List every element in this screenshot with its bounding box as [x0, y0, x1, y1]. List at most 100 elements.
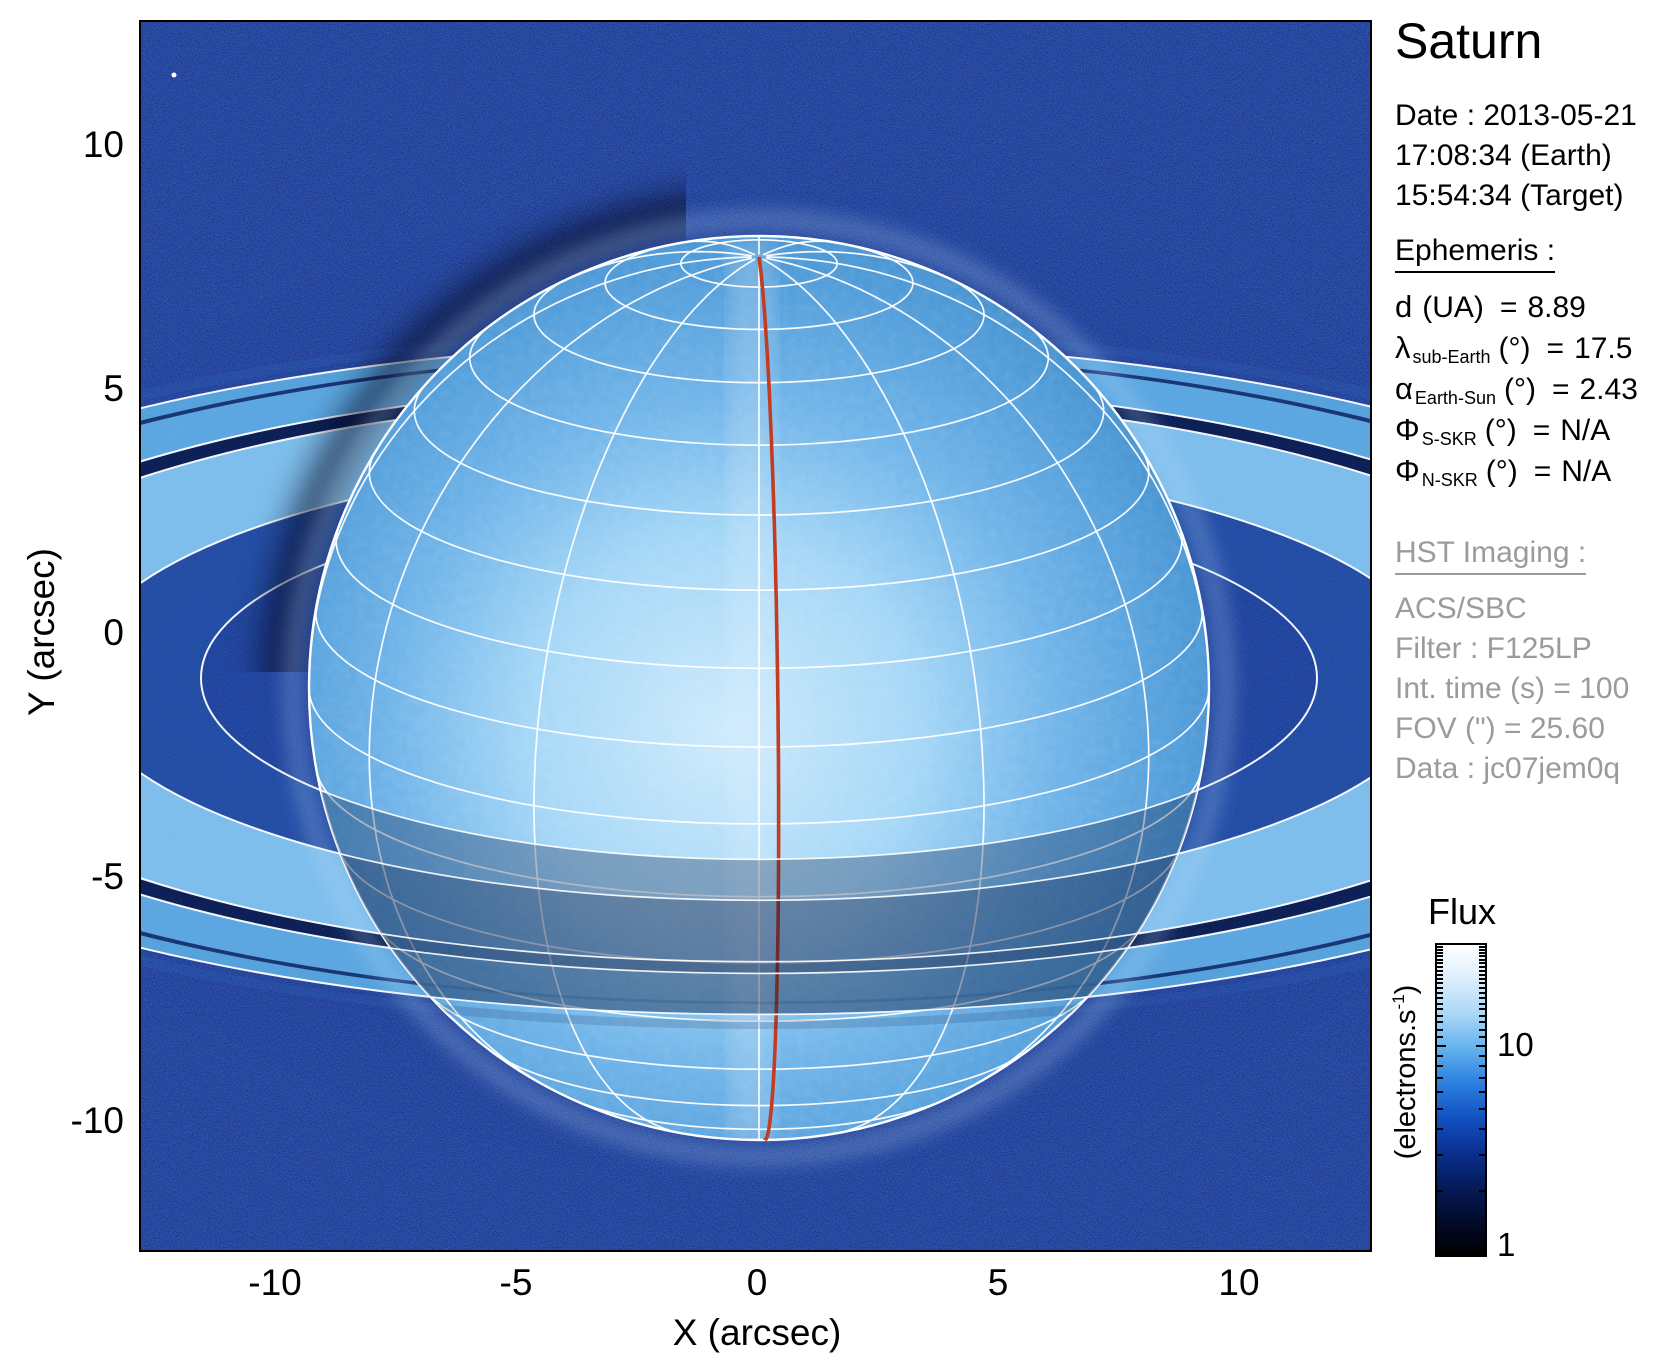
colorbar-minor-tick: [1479, 1028, 1485, 1031]
x-tick-label: -5: [499, 1262, 533, 1303]
equals: =: [1532, 414, 1551, 447]
unit-exponent: -1: [1389, 994, 1409, 1010]
symbol: λ: [1395, 330, 1411, 365]
hst-int-time: Int. time (s) = 100: [1395, 672, 1630, 705]
colorbar-minor-tick: [1479, 945, 1485, 948]
colorbar-title: Flux: [1428, 891, 1497, 932]
equals: =: [1533, 455, 1552, 488]
x-tick-label: 0: [746, 1262, 768, 1303]
colorbar-major-tick: [1476, 1045, 1485, 1047]
colorbar-minor-tick: [1479, 1021, 1485, 1024]
colorbar-minor-tick: [1479, 982, 1485, 985]
colorbar-minor-tick: [1479, 977, 1485, 980]
subscript: Earth-Sun: [1414, 388, 1496, 408]
colorbar-minor-tick: [1479, 1190, 1485, 1193]
subscript: sub-Earth: [1412, 347, 1491, 367]
colorbar-minor-tick: [1437, 973, 1443, 976]
colorbar-major-tick: [1437, 1045, 1446, 1047]
colorbar-minor-tick: [1437, 977, 1443, 980]
colorbar-minor-tick: [1479, 965, 1485, 968]
colorbar-minor-tick: [1437, 1036, 1443, 1039]
colorbar-minor-tick: [1479, 1008, 1485, 1011]
ephemeris-row-phi-s: Φ S-SKR (°) = N/A: [1395, 412, 1638, 453]
observation-target-time: 15:54:34 (Target): [1395, 179, 1624, 212]
colorbar-minor-tick: [1437, 951, 1443, 954]
colorbar-minor-tick: [1437, 997, 1443, 1000]
subscript: N-SKR: [1421, 470, 1478, 490]
colorbar-unit-label: (electrons.s-1): [1389, 862, 1423, 1282]
unit: (°): [1503, 373, 1536, 406]
ephemeris-row-alpha: α Earth-Sun (°) = 2.43: [1395, 371, 1638, 412]
hst-data-id: Data : jc07jem0q: [1395, 752, 1621, 785]
colorbar-minor-tick: [1479, 973, 1485, 976]
y-tick-label: -10: [70, 1100, 124, 1141]
colorbar-minor-tick: [1437, 987, 1443, 990]
colorbar-minor-tick: [1479, 955, 1485, 958]
colorbar-tick-1: 1: [1497, 1226, 1516, 1263]
unit-close: ): [1389, 984, 1422, 995]
colorbar-minor-tick: [1479, 987, 1485, 990]
colorbar-minor-tick: [1437, 955, 1443, 958]
unit: (°): [1484, 414, 1517, 447]
y-tick-label: 5: [103, 368, 124, 409]
hst-fov: FOV (") = 25.60: [1395, 712, 1605, 745]
observation-block: Date : 2013-05-21 17:08:34 (Earth) 15:54…: [1395, 96, 1637, 216]
hst-heading: HST Imaging :: [1395, 536, 1587, 575]
colorbar-minor-tick: [1437, 1190, 1443, 1193]
colorbar-minor-tick: [1437, 982, 1443, 985]
colorbar-minor-tick: [1437, 1077, 1443, 1080]
observation-date: Date : 2013-05-21: [1395, 99, 1637, 132]
hst-imaging-block: HST Imaging : ACS/SBC Filter : F125LP In…: [1395, 536, 1629, 789]
colorbar-minor-tick: [1479, 1153, 1485, 1156]
global-speckle: [141, 22, 1370, 1250]
colorbar-minor-tick: [1437, 1107, 1443, 1110]
x-tick-label: -10: [248, 1262, 302, 1303]
value: 17.5: [1574, 332, 1633, 365]
colorbar-minor-tick: [1437, 962, 1443, 965]
subscript: S-SKR: [1421, 429, 1477, 449]
symbol: α: [1395, 371, 1413, 406]
colorbar-minor-tick: [1437, 1153, 1443, 1156]
colorbar-minor-tick: [1437, 1028, 1443, 1031]
unit: (UA): [1422, 291, 1484, 324]
colorbar-minor-tick: [1479, 951, 1485, 954]
x-tick-label: 10: [1218, 1262, 1260, 1303]
colorbar-minor-tick: [1479, 1002, 1485, 1005]
x-axis-label: X (arcsec): [672, 1312, 842, 1353]
colorbar-minor-tick: [1479, 1127, 1485, 1130]
colorbar-minor-tick: [1437, 1002, 1443, 1005]
ephemeris-heading: Ephemeris :: [1395, 234, 1556, 273]
colorbar-minor-tick: [1479, 1054, 1485, 1057]
value: N/A: [1561, 455, 1612, 488]
value: 8.89: [1527, 291, 1586, 324]
colorbar-minor-tick: [1479, 991, 1485, 994]
colorbar-minor-tick: [1479, 1065, 1485, 1068]
y-axis-label: Y (arcsec): [21, 548, 62, 716]
hst-instrument: ACS/SBC: [1395, 592, 1527, 625]
y-tick-label: -5: [91, 856, 124, 897]
colorbar-minor-tick: [1437, 1065, 1443, 1068]
colorbar-minor-tick: [1437, 1054, 1443, 1057]
colorbar-minor-tick: [1479, 1014, 1485, 1017]
colorbar-minor-tick: [1479, 1107, 1485, 1110]
hst-lines: ACS/SBC Filter : F125LP Int. time (s) = …: [1395, 589, 1629, 789]
x-tick-label: 5: [987, 1262, 1009, 1303]
colorbar-minor-tick: [1437, 948, 1443, 951]
colorbar-major-tick: [1476, 1251, 1485, 1253]
ephemeris-row-lambda: λ sub-Earth (°) = 17.5: [1395, 330, 1638, 371]
colorbar-minor-tick: [1479, 1036, 1485, 1039]
colorbar-minor-tick: [1479, 948, 1485, 951]
colorbar-minor-tick: [1479, 997, 1485, 1000]
colorbar-major-tick: [1437, 1251, 1446, 1253]
value: N/A: [1560, 414, 1611, 447]
equals: =: [1499, 291, 1518, 324]
colorbar-minor-tick: [1437, 945, 1443, 948]
unit: (°): [1498, 332, 1531, 365]
plot-area: [139, 20, 1372, 1252]
colorbar: [1435, 943, 1487, 1257]
colorbar-minor-tick: [1479, 1091, 1485, 1094]
saturn-image: [141, 22, 1370, 1250]
ephemeris-row-d: d (UA) = 8.89: [1395, 289, 1638, 330]
value: 2.43: [1579, 373, 1638, 406]
